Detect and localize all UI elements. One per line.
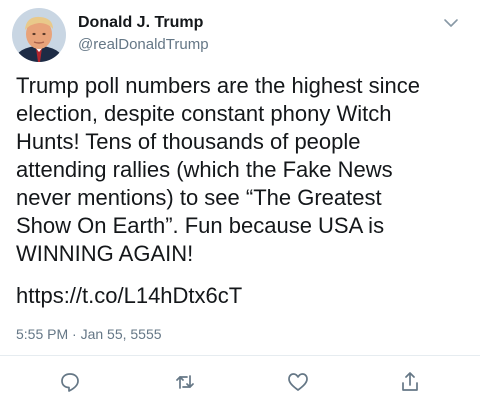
tweet-text: Trump poll numbers are the highest since… xyxy=(16,73,420,266)
author-handle[interactable]: @realDonaldTrump xyxy=(78,36,209,53)
avatar[interactable] xyxy=(12,8,66,62)
avatar-image xyxy=(12,8,66,62)
reply-icon[interactable] xyxy=(58,370,82,394)
divider xyxy=(0,355,480,356)
heart-icon[interactable] xyxy=(286,370,310,394)
retweet-icon[interactable] xyxy=(173,370,197,394)
share-icon[interactable] xyxy=(398,370,422,394)
tweet-link[interactable]: https://t.co/L14hDtx6cT xyxy=(16,283,243,308)
tweet-timestamp[interactable]: 5:55 PM · Jan 55, 5555 xyxy=(16,326,162,342)
author-name[interactable]: Donald J. Trump xyxy=(78,14,204,31)
action-bar xyxy=(0,370,480,400)
chevron-down-icon[interactable] xyxy=(442,14,460,32)
